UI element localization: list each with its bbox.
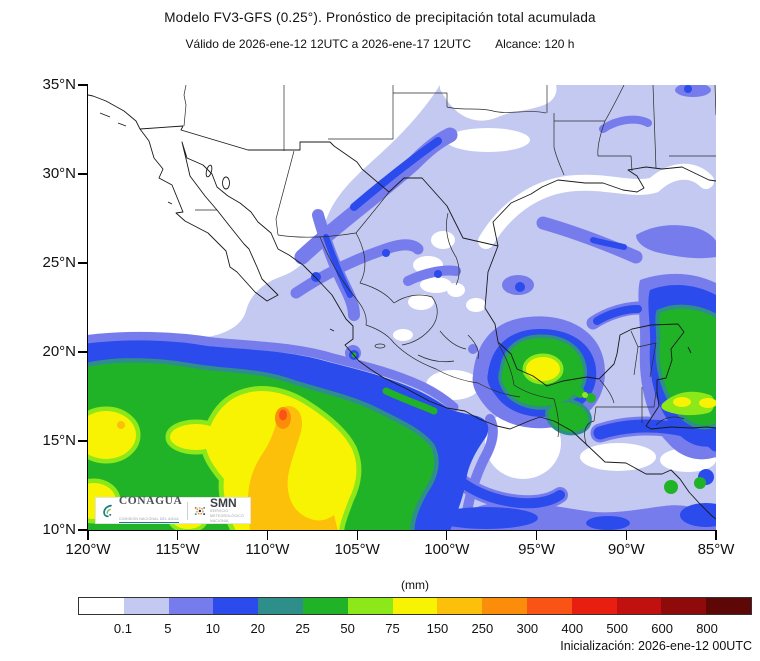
y-axis-tick — [78, 351, 88, 353]
valid-period-text: Válido de 2026-ene-12 12UTC a 2026-ene-1… — [185, 37, 472, 51]
colorbar-boundary-label: 500 — [606, 621, 629, 636]
smn-logo-icon — [194, 506, 206, 515]
coastline — [88, 94, 716, 520]
colorbar-cell — [302, 598, 348, 614]
logo-divider — [187, 501, 189, 520]
colorbar-boundary-label: 5 — [164, 621, 172, 636]
colorbar-boundary-label: 150 — [426, 621, 449, 636]
y-axis-label: 25°N — [42, 254, 76, 271]
page-title: Modelo FV3-GFS (0.25°). Pronóstico de pr… — [164, 10, 596, 25]
y-axis-tick — [78, 262, 88, 264]
y-axis-tick — [78, 529, 88, 531]
x-axis-tick — [177, 530, 179, 540]
colorbar-boundary-label: 600 — [651, 621, 673, 636]
y-axis-label: 30°N — [42, 165, 76, 182]
forecast-range-text: Alcance: 120 h — [495, 37, 575, 51]
x-axis-tick — [535, 530, 538, 540]
x-axis-label: 120°W — [65, 541, 111, 558]
conagua-logo-text: CONAGUA — [118, 494, 183, 507]
colorbar-cell — [168, 598, 214, 614]
colorbar-cell — [392, 598, 438, 614]
state-borders — [183, 85, 716, 447]
x-axis-tick — [446, 530, 448, 540]
colorbar-boundary-label: 25 — [295, 621, 310, 636]
smn-tagline: SERVICIO METEOROLÓGICO NACIONAL — [210, 509, 244, 523]
colorbar-cell — [258, 598, 303, 614]
precipitation-map — [88, 85, 716, 530]
y-axis-line — [87, 85, 89, 531]
x-axis-tick — [356, 530, 358, 540]
colorbar-cell — [526, 598, 572, 614]
y-axis-label: 35°N — [42, 76, 76, 93]
colorbar-boundary-label: 300 — [516, 621, 539, 636]
x-axis-tick — [87, 530, 89, 540]
colorbar-cell — [661, 598, 707, 614]
colorbar-boundary-label: 800 — [696, 621, 718, 636]
colorbar-boundary-label: 75 — [385, 621, 400, 636]
x-axis-label: 95°W — [518, 541, 555, 558]
colorbar-boundary-label: 20 — [250, 621, 265, 636]
y-axis-label: 10°N — [42, 521, 76, 538]
agency-logo-box: CONAGUA COMISIÓN NACIONAL DEL AGUA SMN S… — [95, 494, 251, 524]
colorbar-cell — [347, 598, 393, 614]
y-axis-label: 20°N — [42, 343, 76, 360]
colorbar-cell — [437, 598, 483, 614]
conagua-tagline: COMISIÓN NACIONAL DEL AGUA — [118, 517, 179, 524]
colorbar-cell — [482, 598, 527, 614]
colorbar-boundary-label: 0.1 — [113, 621, 132, 636]
x-axis-tick — [715, 530, 717, 540]
x-axis-label: 90°W — [607, 541, 645, 558]
x-axis-label: 115°W — [155, 541, 200, 558]
colorbar-boundary-label: 50 — [340, 621, 355, 636]
x-axis-tick — [266, 530, 269, 540]
colorbar-cell — [571, 598, 617, 614]
initialization-text: Inicialización: 2026-ene-12 00UTC — [560, 639, 752, 653]
colorbar-boundary-label: 250 — [471, 621, 494, 636]
y-axis-tick — [78, 84, 88, 86]
y-axis-tick — [78, 173, 88, 175]
colorbar-cell — [123, 598, 169, 614]
precip-shading — [88, 85, 716, 530]
colorbar-cell — [616, 598, 662, 614]
x-axis-line — [88, 530, 716, 532]
x-axis-label: 85°W — [697, 541, 735, 558]
y-axis-label: 15°N — [42, 432, 76, 449]
colorbar-cell — [706, 598, 751, 614]
x-axis-label: 100°W — [424, 541, 470, 558]
y-axis-tick — [78, 440, 88, 442]
colorbar-cell — [213, 598, 259, 614]
colorbar — [78, 597, 752, 615]
colorbar-units-label: (mm) — [401, 578, 429, 592]
page-subtitle: Válido de 2026-ene-12 12UTC a 2026-ene-1… — [0, 37, 760, 51]
colorbar-boundary-label: 10 — [205, 621, 221, 636]
x-axis-label: 105°W — [334, 541, 380, 558]
x-axis-tick — [625, 530, 627, 540]
colorbar-cell — [79, 598, 124, 614]
colorbar-boundary-label: 400 — [561, 621, 584, 636]
x-axis-label: 110°W — [245, 541, 290, 558]
conagua-logo-icon — [103, 504, 112, 517]
smn-logo-text: SMN — [210, 496, 237, 511]
